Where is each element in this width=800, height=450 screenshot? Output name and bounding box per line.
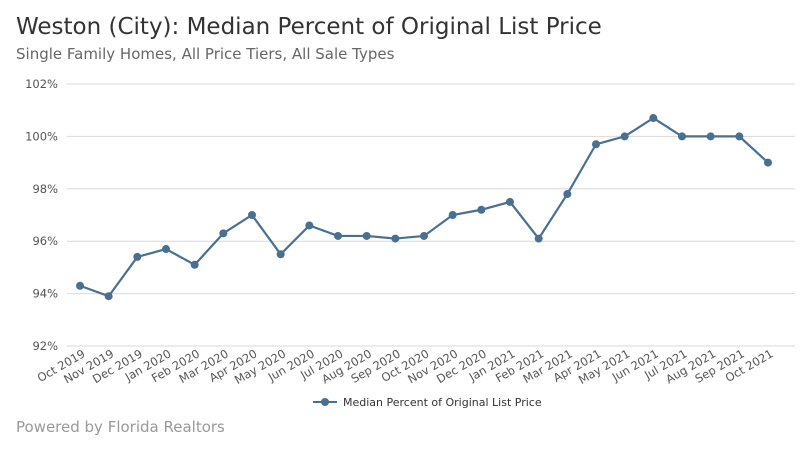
data-point	[248, 211, 256, 219]
data-point	[420, 231, 428, 240]
data-point	[534, 234, 543, 243]
data-point	[448, 211, 457, 219]
data-point	[477, 205, 486, 214]
data-point	[162, 245, 170, 254]
chart-subtitle: Single Family Homes, All Price Tiers, Al…	[16, 45, 395, 63]
data-point	[649, 114, 658, 123]
data-point	[592, 140, 600, 149]
series-line	[79, 116, 769, 298]
data-point	[678, 132, 686, 141]
data-point	[305, 221, 314, 230]
y-tick-label: 98%	[32, 182, 58, 196]
legend-marker	[321, 398, 329, 406]
y-tick-label: 100%	[25, 129, 58, 143]
data-point	[362, 231, 371, 240]
legend-label: Median Percent of Original List Price	[343, 396, 542, 409]
data-point	[76, 281, 84, 290]
y-tick-label: 96%	[32, 234, 58, 248]
data-point	[276, 250, 285, 259]
chart-title: Weston (City): Median Percent of Origina…	[16, 14, 602, 40]
data-point	[563, 190, 572, 199]
y-tick-label: 102%	[25, 77, 58, 91]
data-point	[334, 231, 342, 240]
data-point	[133, 252, 142, 261]
data-point	[219, 229, 228, 238]
data-point	[104, 292, 113, 301]
data-point	[391, 234, 400, 243]
data-point	[764, 158, 772, 167]
y-tick-label: 94%	[32, 287, 58, 301]
data-point	[620, 132, 629, 141]
footer-credit: Powered by Florida Realtors	[16, 418, 225, 436]
data-point	[190, 260, 199, 269]
data-point	[506, 197, 514, 206]
data-point	[735, 132, 744, 141]
y-tick-label: 92%	[32, 339, 58, 353]
data-point	[706, 132, 715, 141]
